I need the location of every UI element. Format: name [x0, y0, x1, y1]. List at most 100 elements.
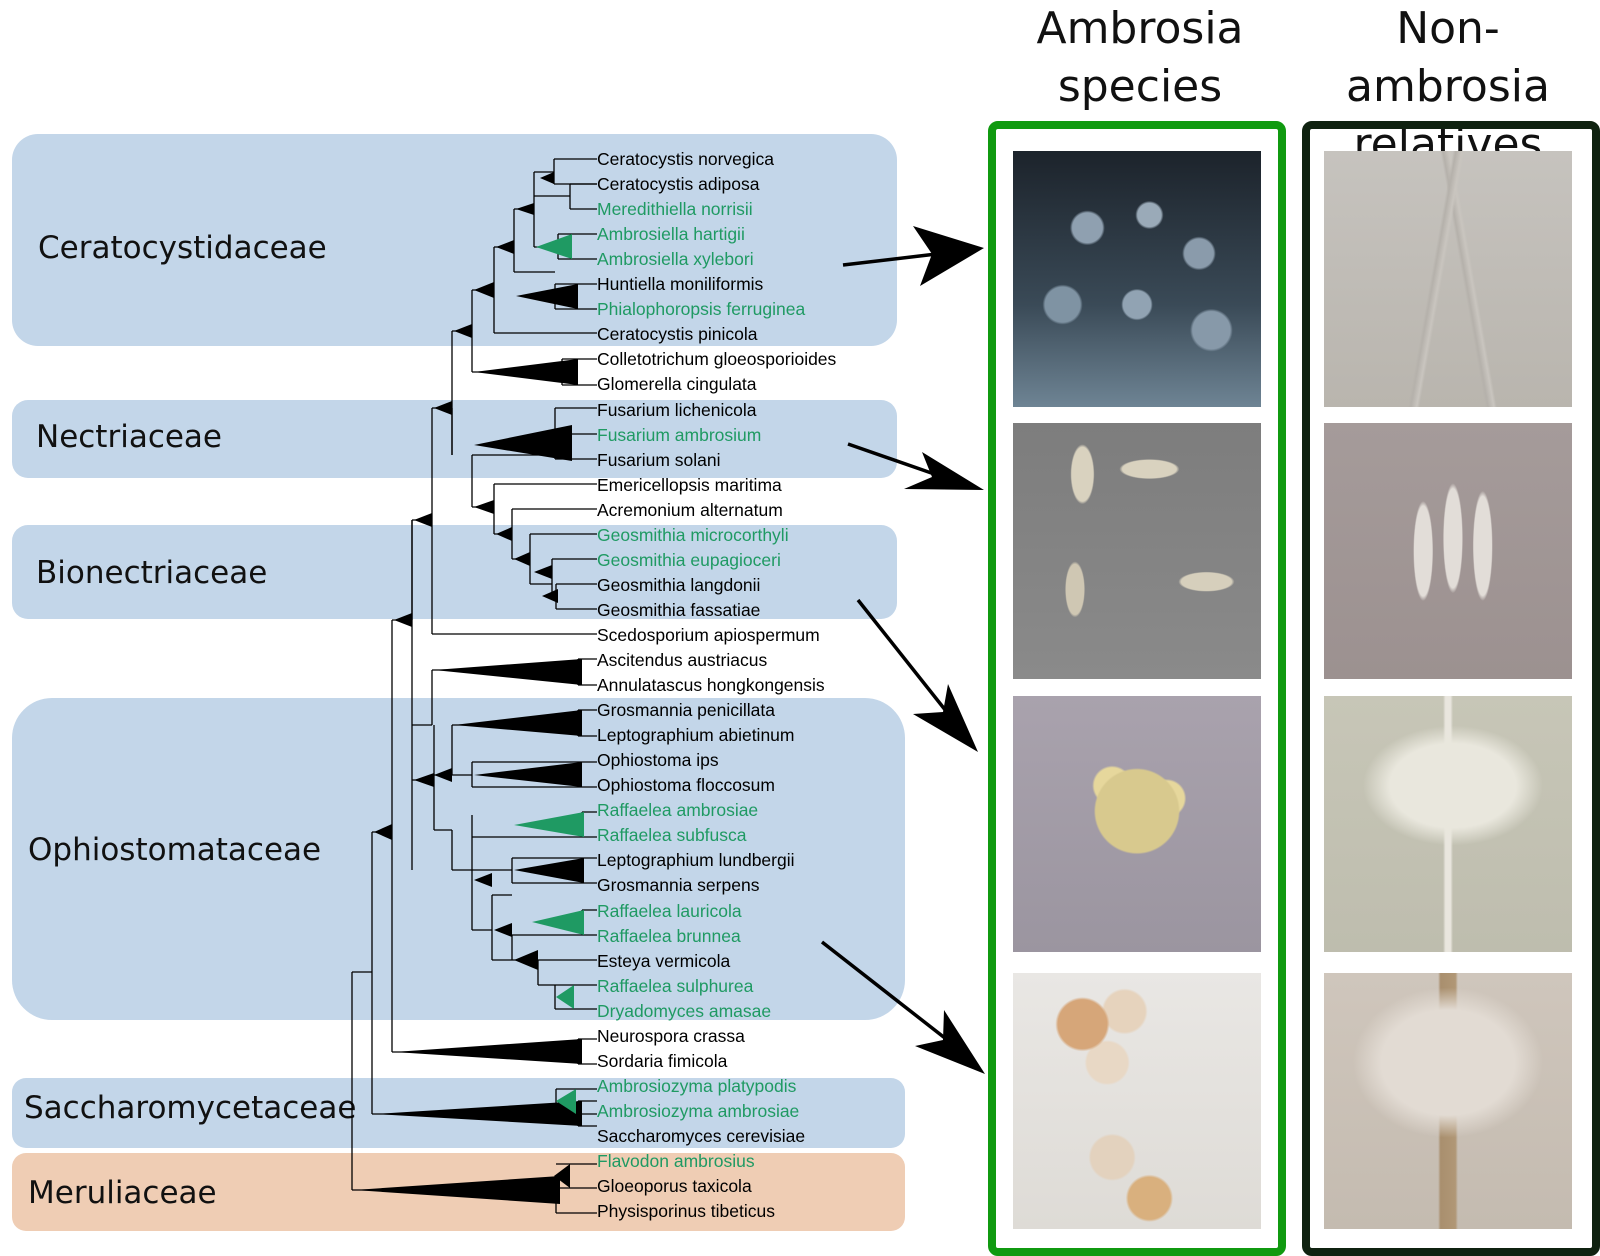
taxon-label: Leptographium abietinum — [597, 725, 795, 746]
clade-triangle-ceratocystis — [540, 172, 554, 184]
band-ophiostomataceae — [12, 698, 905, 1020]
taxon-label: Ambrosiella xylebori — [597, 249, 754, 270]
family-label-meruliaceae: Meruliaceae — [28, 1175, 217, 1211]
clade-triangle-ophiostoma — [474, 762, 582, 787]
clade-triangle-huntiella — [516, 284, 578, 309]
taxon-label: Ambrosiella hartigii — [597, 224, 745, 245]
clade-triangle-ascitendus — [434, 659, 582, 685]
arrow-ceratocystidaceae — [842, 251, 946, 267]
band-bionectriaceae — [12, 525, 897, 619]
micrograph-fusarium-ambrosium — [1013, 423, 1261, 679]
taxon-label: Raffaelea lauricola — [597, 900, 742, 921]
taxon-label: Raffaelea subfusca — [597, 825, 747, 846]
family-label-nectriaceae: Nectriaceae — [36, 419, 222, 455]
clade-triangle-ambrosiella — [536, 234, 572, 259]
clade-triangle-leptographium — [514, 858, 584, 883]
taxon-label: Fusarium lichenicola — [597, 399, 757, 420]
arrows — [820, 226, 985, 1074]
micrograph-fusarium-relative — [1324, 423, 1572, 679]
taxon-label: Scedosporium apiospermum — [597, 624, 820, 645]
taxon-label: Geosmithia eupagioceri — [597, 549, 781, 570]
taxon-label: Ascitendus austriacus — [597, 650, 768, 670]
arrow-nectriaceae — [847, 442, 941, 478]
taxon-label: Gloeoporus taxicola — [597, 1176, 752, 1197]
clade-triangle-sordariomycetes — [394, 613, 412, 627]
taxon-label: Geosmithia fassatiae — [597, 599, 761, 620]
taxon-label: Meredithiella norrisii — [597, 199, 753, 220]
clade-triangle-saccharomycetaceae — [374, 1101, 582, 1126]
clade-triangle-raffaelea-group — [474, 873, 492, 887]
taxon-label: Ambrosiozyma platypodis — [597, 1075, 797, 1096]
taxon-label: Grosmannia penicillata — [597, 700, 776, 721]
clade-triangle-sordariomycete — [454, 324, 472, 338]
taxon-label: Ophiostoma floccosum — [597, 775, 775, 796]
taxon-label: Phialophoropsis ferruginea — [597, 299, 806, 320]
clade-triangle-pezizomycotina — [374, 824, 392, 840]
clade-triangle-raffaelea-lauricola — [532, 910, 584, 935]
clade-triangle-raffaelea-sulphurea — [556, 985, 574, 1009]
micrograph-ceratocystis-relative — [1324, 151, 1572, 407]
ambrosia-header-line1: Ambrosia — [1036, 3, 1244, 54]
clade-triangle-geosmithia — [514, 552, 530, 566]
clade-triangle-geosmithia-eupagioceri — [534, 565, 552, 579]
family-label-saccharomycetaceae: Saccharomycetaceae — [24, 1090, 357, 1126]
taxon-label: Raffaelea brunnea — [597, 925, 741, 946]
clade-triangles — [354, 172, 584, 1204]
taxon-label: Fusarium solani — [597, 449, 721, 470]
clade-triangle-ceratocystidaceae — [474, 282, 494, 298]
micrograph-geosmithia — [1013, 696, 1261, 952]
band-ceratocystidaceae — [12, 134, 897, 346]
ambrosia-species-panel — [988, 121, 1286, 1256]
non-ambrosia-relatives-panel — [1302, 121, 1600, 1256]
taxon-label: Huntiella moniliformis — [597, 274, 764, 295]
taxon-label: Geosmithia microcorthyli — [597, 524, 789, 545]
clade-triangle-bionectria — [474, 500, 494, 514]
taxon-label: Ceratocystis adiposa — [597, 174, 760, 195]
clade-triangle-raffaelea-core — [494, 923, 512, 937]
taxon-label: Saccharomyces cerevisiae — [597, 1125, 806, 1146]
taxon-label: Emericellopsis maritima — [597, 474, 782, 495]
taxon-label: Ceratocystis pinicola — [597, 324, 758, 345]
family-label-ceratocystidaceae: Ceratocystidaceae — [38, 230, 327, 266]
taxon-label: Ambrosiozyma ambrosiae — [597, 1100, 800, 1121]
ambrosia-header: Ambrosia species — [1000, 0, 1280, 116]
arrow-ophiostomataceae — [820, 940, 952, 1044]
taxon-label: Sordaria fimicola — [597, 1050, 728, 1071]
taxon-label: Leptographium lundbergii — [597, 850, 795, 871]
clade-triangle-hypocreomycetidae — [414, 513, 432, 527]
family-label-ophiostomataceae: Ophiostomataceae — [28, 832, 322, 868]
non-ambrosia-header-line1: Non-ambrosia — [1346, 3, 1550, 112]
clade-triangle-flavodon — [554, 1164, 570, 1188]
taxon-label: Geosmithia langdonii — [597, 574, 761, 595]
taxon-label: Physisporinus tibeticus — [597, 1201, 775, 1222]
taxon-label: Ceratocystis norvegica — [597, 149, 775, 169]
taxon-label: Glomerella cingulata — [597, 374, 757, 395]
taxon-label: Annulatascus hongkongensis — [597, 675, 825, 696]
taxon-label: Ophiostoma ips — [597, 750, 719, 771]
taxon-label: Grosmannia serpens — [597, 875, 760, 896]
taxon-label: Flavodon ambrosius — [597, 1151, 755, 1171]
ambrosia-header-line2: species — [1057, 61, 1223, 112]
clade-triangle-esteya — [514, 950, 538, 970]
arrow-head-ceratocystidaceae — [913, 226, 984, 286]
clade-triangle-colletotrichum — [474, 359, 578, 385]
arrow-bionectriaceae — [856, 598, 952, 718]
micrograph-raffaelea — [1013, 973, 1261, 1229]
taxon-label: Colletotrichum gloeosporioides — [597, 349, 837, 370]
arrow-head-ophiostomataceae — [915, 1010, 985, 1074]
taxon-label: Acremonium alternatum — [597, 499, 783, 520]
clade-triangle-meredithiella — [516, 203, 534, 215]
family-label-bionectriaceae: Bionectriaceae — [36, 555, 268, 591]
clade-triangle-ophiostomataceae — [434, 768, 452, 782]
taxon-label: Raffaelea ambrosiae — [597, 800, 759, 821]
arrow-head-bionectriaceae — [913, 684, 978, 752]
clade-triangle-ambrosiozyma — [556, 1089, 576, 1114]
micrograph-geosmithia-relative — [1324, 696, 1572, 952]
micrograph-ambrosiella — [1013, 151, 1261, 407]
taxon-label: Dryadomyces amasae — [597, 1000, 772, 1021]
taxon-label: Raffaelea sulphurea — [597, 975, 754, 996]
clade-triangle-geosmithia-langdonii — [542, 589, 558, 603]
clade-triangle-ophiostomatales — [414, 773, 434, 787]
clade-triangle-raffaelea-ambrosiae — [514, 812, 584, 837]
